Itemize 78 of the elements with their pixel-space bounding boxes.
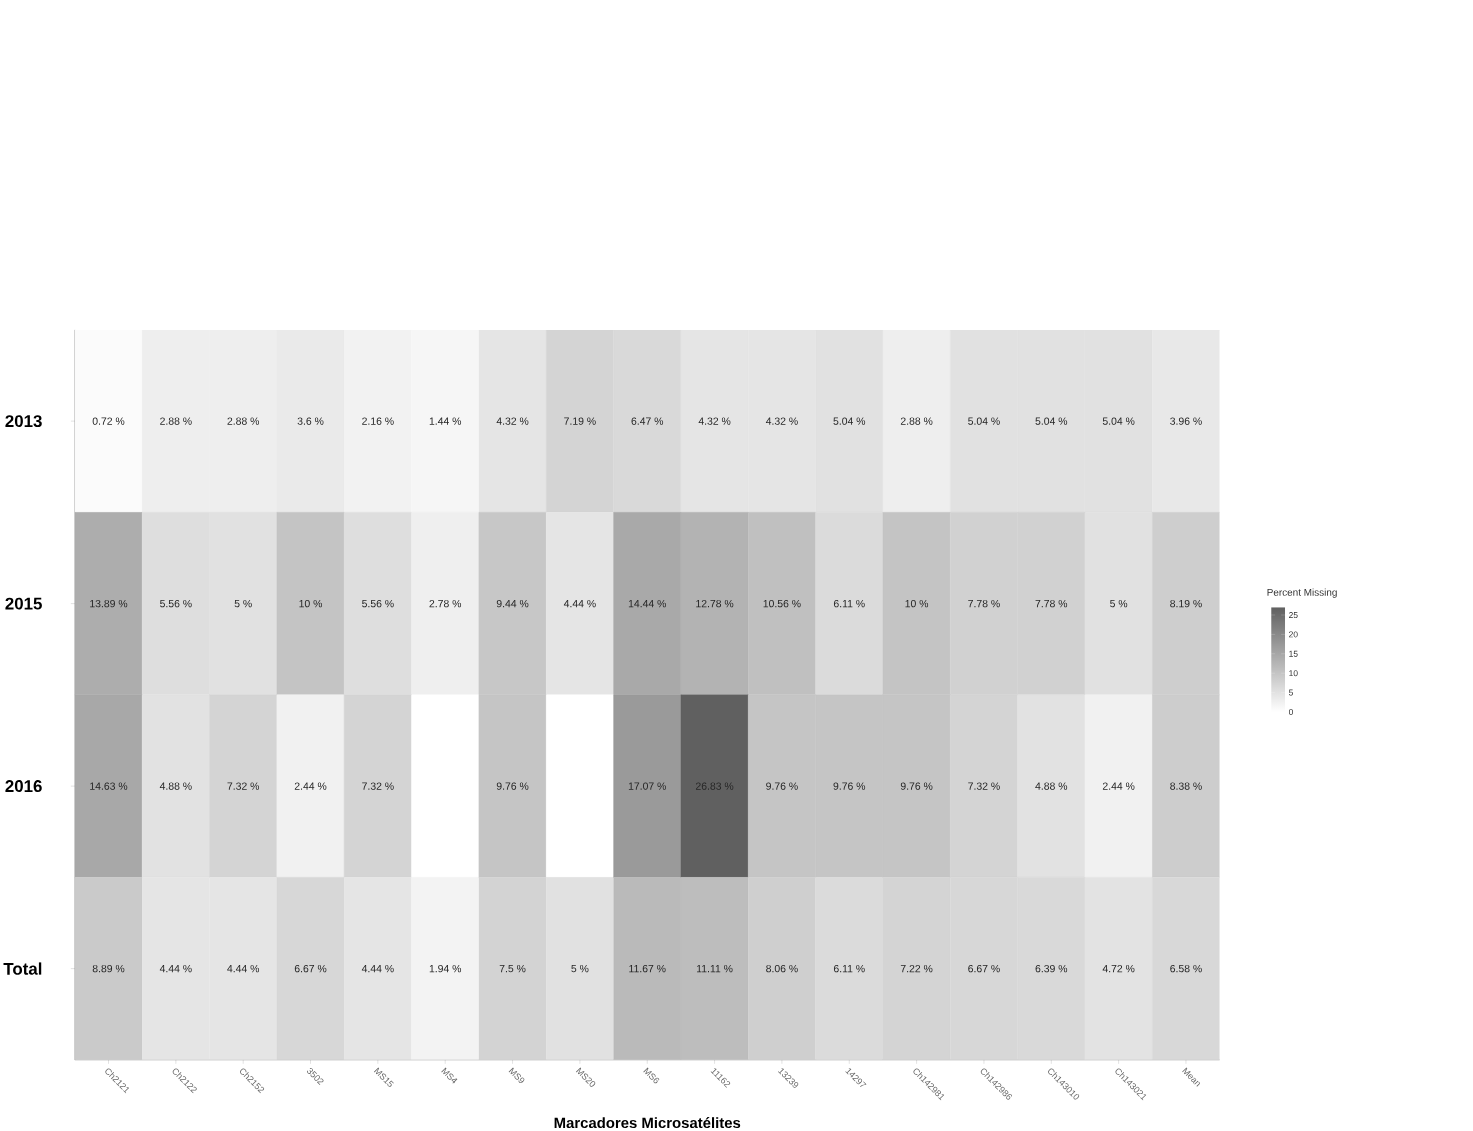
y-tick-label: 2015	[5, 597, 42, 610]
data-label: 7.32 %	[968, 782, 1000, 790]
data-label: 9.76 %	[496, 782, 529, 790]
x-axis-title: Marcadores Microsatélites	[554, 1116, 741, 1128]
data-label: 4.44 %	[227, 964, 260, 973]
y-tick-label: 2013	[5, 414, 42, 427]
data-label: 5.04 %	[1102, 417, 1135, 425]
data-label: 9.76 %	[766, 782, 798, 790]
data-label: 7.78 %	[968, 599, 1000, 608]
data-label: 4.88 %	[159, 782, 192, 790]
color-bar-label: 0	[1288, 708, 1293, 715]
data-label: 11.11 %	[697, 964, 733, 973]
data-label: 1.94 %	[429, 964, 462, 973]
data-label: 17.07 %	[628, 782, 666, 790]
color-bar-label: 15	[1289, 650, 1298, 657]
data-label: 7.19 %	[564, 417, 596, 425]
data-label: 2.78 %	[429, 599, 462, 608]
data-label: 7.32 %	[227, 782, 260, 790]
data-label: 5.56 %	[362, 599, 394, 608]
data-label: 4.32 %	[765, 417, 798, 425]
data-label: 2.88 %	[160, 417, 192, 425]
data-label: 14.44 %	[628, 599, 666, 608]
data-label: 4.72 %	[1102, 964, 1135, 973]
color-bar-label: 20	[1289, 631, 1298, 638]
data-label: 4.32 %	[496, 417, 529, 425]
data-label: 0.72 %	[92, 417, 125, 425]
data-label: 11.67 %	[629, 964, 666, 973]
data-label: 10 %	[905, 599, 929, 608]
y-tick-label: 2016	[5, 779, 42, 792]
data-label: 6.11 %	[833, 964, 865, 973]
data-label: 1.44 %	[429, 417, 462, 425]
color-bar-label: 5	[1288, 689, 1293, 696]
data-label: 9.76 %	[833, 782, 866, 790]
color-bar-label: 25	[1289, 611, 1298, 618]
data-label: 8.89 %	[92, 964, 125, 973]
data-label: 6.58 %	[1170, 964, 1202, 973]
color-bar-label: 10	[1289, 669, 1298, 676]
x-tick-label: MS9	[508, 1067, 525, 1083]
data-label: 7.78 %	[1035, 599, 1068, 608]
data-label: 5.04 %	[1035, 417, 1068, 425]
y-tick-label: Total	[3, 962, 42, 975]
data-label: 4.44 %	[159, 964, 192, 973]
data-label: 8.38 %	[1170, 782, 1202, 790]
data-label: 9.76 %	[900, 782, 933, 790]
data-label: 9.44 %	[496, 599, 529, 608]
data-label: 2.16 %	[362, 417, 394, 425]
data-label: 5 %	[234, 599, 252, 608]
data-label: 6.11 %	[833, 599, 865, 608]
data-label: 7.32 %	[362, 782, 394, 790]
data-label: 4.44 %	[361, 964, 394, 973]
data-label: 4.88 %	[1035, 782, 1068, 790]
data-label: 5.04 %	[968, 417, 1000, 425]
data-label: 10 %	[299, 599, 323, 608]
data-label: 14.63 %	[90, 782, 128, 790]
data-label: 6.67 %	[294, 964, 327, 973]
data-label: 4.32 %	[698, 417, 731, 425]
data-label: 12.78 %	[696, 599, 734, 608]
data-label: 2.88 %	[227, 417, 260, 425]
data-label: 7.5 %	[499, 964, 526, 973]
data-label: 3.6 %	[297, 417, 324, 425]
data-label: 3.96 %	[1170, 417, 1202, 425]
data-label: 8.19 %	[1170, 599, 1202, 608]
data-label: 2.44 %	[1102, 782, 1135, 790]
data-label: 13.89 %	[90, 599, 128, 608]
data-label: 8.06 %	[766, 964, 798, 973]
data-label: 2.88 %	[900, 417, 933, 425]
data-label: 5 %	[571, 964, 589, 973]
data-label: 5 %	[1110, 599, 1128, 608]
data-label: 5.56 %	[160, 599, 192, 608]
color-bar-title: Percent Missing	[1267, 588, 1337, 598]
data-label: 7.22 %	[900, 964, 933, 973]
data-label: 2.44 %	[294, 782, 327, 790]
data-label: 4.44 %	[563, 599, 596, 608]
data-label: 6.39 %	[1035, 964, 1068, 973]
data-label: 10.56 %	[763, 599, 801, 608]
data-label: 5.04 %	[833, 417, 866, 425]
data-label: 6.47 %	[631, 417, 664, 425]
data-label: 6.67 %	[968, 964, 1000, 973]
